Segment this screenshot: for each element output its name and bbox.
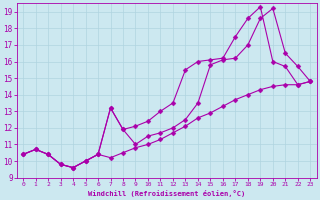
X-axis label: Windchill (Refroidissement éolien,°C): Windchill (Refroidissement éolien,°C)	[88, 190, 245, 197]
